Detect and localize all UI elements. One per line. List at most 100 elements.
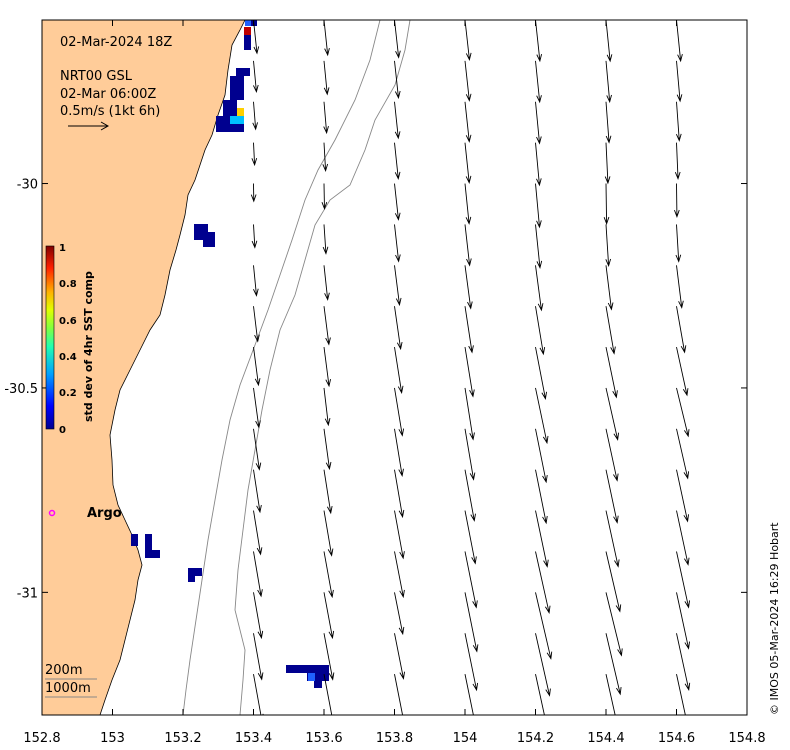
- current-arrow: [464, 224, 472, 267]
- colorbar-tick-0.6: 0.6: [59, 316, 77, 327]
- current-arrow: [676, 346, 689, 397]
- argo-label: Argo: [87, 506, 122, 521]
- current-arrow: [394, 142, 401, 180]
- x-tick-label: 154.8: [728, 731, 765, 746]
- current-arrow: [535, 387, 549, 445]
- current-arrow: [746, 142, 747, 148]
- current-arrow: [535, 224, 543, 269]
- current-arrow: [251, 224, 258, 249]
- current-arrow: [394, 346, 404, 394]
- x-tick-label: 154.2: [517, 731, 554, 746]
- current-arrow: [323, 633, 335, 681]
- current-arrow: [605, 633, 622, 696]
- current-arrow: [252, 101, 258, 131]
- current-arrow: [253, 387, 261, 429]
- current-arrow: [394, 306, 403, 351]
- colorbar-tick-0: 0: [59, 425, 66, 436]
- y-tick-label: -31: [17, 586, 38, 601]
- current-arrow: [605, 20, 613, 63]
- current-arrow: [603, 183, 610, 226]
- current-arrow: [746, 306, 747, 309]
- current-arrow: [535, 592, 553, 660]
- y-tick-label: -30: [17, 178, 38, 193]
- current-arrow: [394, 469, 405, 519]
- current-arrow: [323, 428, 332, 471]
- current-arrow: [394, 428, 404, 477]
- current-arrow: [746, 224, 747, 229]
- current-arrow: [464, 346, 475, 398]
- current-arrow: [323, 347, 332, 388]
- current-arrow: [676, 469, 690, 523]
- current-arrow: [464, 183, 472, 225]
- colorbar-tick-0.4: 0.4: [59, 352, 77, 363]
- current-arrow: [535, 551, 551, 614]
- isobath-label-1000m: 1000m: [45, 681, 91, 696]
- current-arrow: [323, 674, 335, 715]
- current-arrow: [535, 346, 547, 401]
- current-arrow: [535, 510, 549, 568]
- current-arrow: [676, 633, 691, 691]
- current-arrow: [250, 183, 257, 203]
- current-arrow: [394, 510, 405, 560]
- colorbar-tick-0.2: 0.2: [59, 388, 77, 399]
- current-arrow: [322, 224, 329, 255]
- current-arrow: [605, 674, 616, 715]
- current-arrow: [746, 510, 747, 513]
- current-arrow: [323, 306, 331, 346]
- current-arrow: [394, 183, 401, 221]
- current-arrow: [394, 633, 406, 680]
- current-arrow: [605, 469, 619, 524]
- current-arrow: [605, 551, 622, 613]
- current-arrow: [746, 20, 747, 25]
- current-arrow: [535, 20, 543, 63]
- current-arrow: [746, 469, 747, 472]
- x-tick-label: 152.8: [23, 731, 60, 746]
- current-arrow: [464, 551, 478, 609]
- current-arrow: [253, 20, 260, 55]
- current-arrow: [253, 469, 262, 514]
- isobath-1000m: [234, 20, 411, 715]
- current-arrow: [323, 20, 330, 57]
- current-arrow: [535, 60, 542, 104]
- current-arrow: [605, 265, 614, 311]
- current-arrow: [746, 265, 747, 269]
- x-tick-label: 154: [453, 731, 478, 746]
- current-arrow: [605, 101, 612, 144]
- valid-time-label: 02-Mar 06:00Z: [60, 87, 156, 102]
- x-tick-label: 153.6: [305, 731, 342, 746]
- sst-variability-pixels: [131, 20, 329, 688]
- current-arrow: [535, 142, 542, 187]
- current-arrow: [605, 224, 612, 268]
- current-arrow: [676, 551, 690, 609]
- date-label: 02-Mar-2024 18Z: [60, 35, 172, 50]
- current-arrow: [323, 265, 330, 301]
- land-mass: [42, 20, 246, 715]
- current-arrow: [605, 306, 616, 355]
- current-arrow: [464, 265, 473, 310]
- current-arrow: [746, 183, 747, 189]
- current-arrow: [674, 183, 680, 218]
- current-arrow: [323, 551, 334, 599]
- current-arrow: [746, 551, 747, 554]
- current-arrow: [253, 265, 259, 297]
- current-arrow: [464, 387, 475, 441]
- current-arrow: [676, 592, 690, 650]
- current-arrow: [676, 306, 687, 354]
- current-arrow: [746, 674, 747, 677]
- current-arrow: [321, 183, 328, 211]
- current-arrow: [394, 551, 405, 599]
- current-arrow: [253, 60, 259, 94]
- current-arrow: [464, 306, 474, 354]
- current-arrow: [253, 510, 263, 556]
- current-arrow: [535, 469, 548, 525]
- current-arrow: [535, 183, 542, 229]
- current-arrow: [535, 674, 545, 715]
- current-arrow: [323, 60, 330, 96]
- current-arrow: [464, 674, 474, 715]
- current-arrow: [464, 20, 472, 62]
- current-arrow: [464, 101, 472, 143]
- colorbar-label: std dev of 4hr SST comp: [82, 271, 95, 422]
- current-arrow: [253, 592, 264, 640]
- x-tick-label: 154.6: [658, 731, 695, 746]
